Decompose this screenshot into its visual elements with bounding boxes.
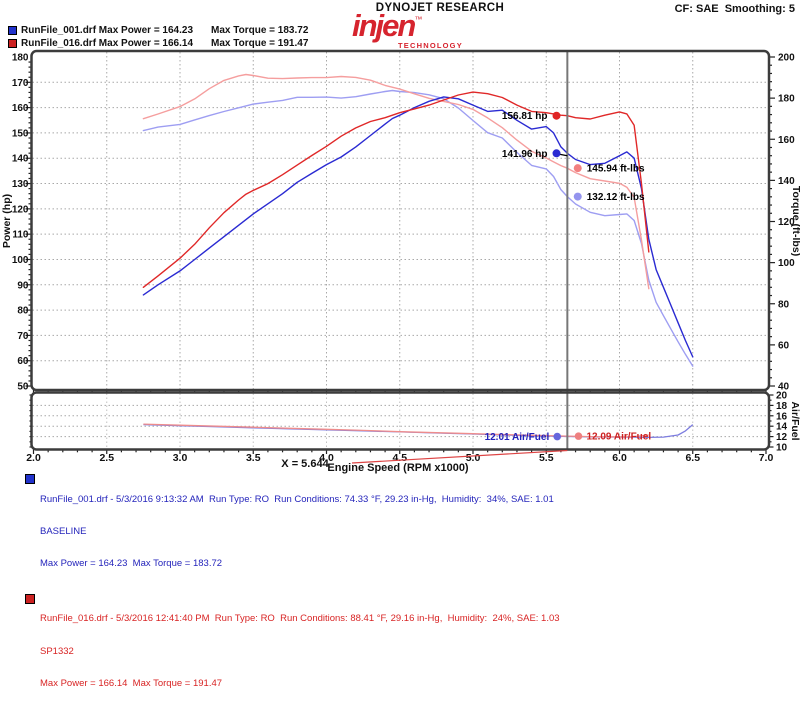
- x-tick-6.5: 6.5: [685, 452, 700, 464]
- svg-text:180: 180: [778, 94, 795, 105]
- marker-141-96-hp: [552, 149, 561, 158]
- svg-text:60: 60: [778, 340, 790, 351]
- main-plot-border: [30, 49, 771, 392]
- svg-text:156.81 hp: 156.81 hp: [502, 111, 548, 122]
- legend-run1-torque: Max Torque = 183.72: [211, 24, 309, 36]
- x-tick-2.5: 2.5: [99, 452, 114, 464]
- svg-text:170: 170: [12, 78, 29, 89]
- svg-text:10: 10: [776, 443, 788, 454]
- x-axis-title: Engine Speed (RPM x1000): [327, 462, 469, 474]
- run1-color-swatch: [8, 25, 17, 35]
- dyno-graph[interactable]: 156.81 hp 141.96 hp 145.94 ft-lbs 132.12 ft…: [0, 0, 800, 534]
- svg-text:120: 120: [778, 217, 795, 228]
- legend-run2-power: RunFile_016.drf Max Power = 166.14: [21, 37, 194, 49]
- airfuel-plot-border: [30, 391, 771, 451]
- airfuel-axis-title: Air/Fuel: [789, 401, 800, 440]
- svg-text:140: 140: [778, 176, 795, 187]
- svg-text:180: 180: [12, 53, 29, 64]
- svg-text:16: 16: [776, 411, 788, 422]
- trademark-mark: ™: [414, 15, 423, 24]
- gridlines: [32, 52, 768, 449]
- marker-145-94-ft-lbs: [573, 164, 582, 173]
- svg-text:18: 18: [776, 401, 788, 412]
- svg-text:100: 100: [778, 258, 795, 269]
- svg-text:60: 60: [17, 356, 29, 367]
- injen-logo: injen™ TECHNOLOGY: [352, 8, 532, 51]
- curve-run2-power: [142, 91, 650, 288]
- svg-text:150: 150: [12, 128, 29, 139]
- power-axis-title: Power (hp): [1, 194, 13, 248]
- svg-text:40: 40: [778, 382, 790, 393]
- legend-run2-torque: Max Torque = 191.47: [211, 37, 309, 49]
- svg-text:100: 100: [12, 255, 29, 266]
- marker-airfuel-12.01: [553, 432, 562, 441]
- x-tick-3.5: 3.5: [246, 452, 261, 464]
- run2-info: RunFile_016.drf - 5/3/2016 12:41:40 PM R…: [25, 593, 560, 712]
- svg-text:80: 80: [778, 299, 790, 310]
- curve-run1-power: [142, 96, 694, 358]
- svg-text:12: 12: [776, 432, 788, 443]
- svg-text:141.96 hp: 141.96 hp: [502, 149, 548, 160]
- svg-text:120: 120: [12, 204, 29, 215]
- dynojet-research-title: DYNOJET RESEARCH: [375, 2, 505, 14]
- svg-text:200: 200: [778, 53, 795, 64]
- run2-info-line2: SP1332: [40, 645, 74, 657]
- svg-text:160: 160: [12, 103, 29, 114]
- run1-info-line3: Max Power = 164.23 Max Torque = 183.72: [40, 558, 223, 570]
- correction-smoothing-setting: CF: SAE Smoothing: 5: [674, 3, 795, 15]
- torque-axis-title: Torque (ft-lbs): [790, 186, 800, 256]
- svg-text:132.12 ft-lbs: 132.12 ft-lbs: [587, 192, 645, 203]
- marker-132-12-ft-lbs: [573, 192, 582, 201]
- legend-run1-power: RunFile_001.drf Max Power = 164.23: [21, 24, 194, 36]
- injen-logo-technology: TECHNOLOGY: [398, 41, 463, 50]
- svg-text:14: 14: [776, 422, 788, 433]
- cursor-x-readout: X = 5.644: [281, 458, 329, 470]
- x-tick-7.0: 7.0: [759, 452, 774, 464]
- legend-run1: RunFile_001.drf Max Power = 164.23 Max T…: [8, 24, 308, 36]
- x-tick-5.5: 5.5: [539, 452, 554, 464]
- x-tick-5.0: 5.0: [466, 452, 481, 464]
- svg-text:145.94 ft-lbs: 145.94 ft-lbs: [587, 164, 645, 175]
- svg-text:140: 140: [12, 154, 29, 165]
- curve-run2-torque: [142, 73, 650, 290]
- svg-text:80: 80: [17, 306, 29, 317]
- run2-info-line1: RunFile_016.drf - 5/3/2016 12:41:40 PM R…: [40, 613, 560, 625]
- x-tick-6.0: 6.0: [612, 452, 627, 464]
- dyno-curves: [142, 73, 694, 439]
- x-tick-2.0: 2.0: [26, 452, 41, 464]
- run2-info-line3: Max Power = 166.14 Max Torque = 191.47: [40, 678, 223, 690]
- svg-text:20: 20: [776, 391, 788, 402]
- marker-airfuel-12.09: [574, 432, 583, 440]
- svg-text:12.01 Air/Fuel: 12.01 Air/Fuel: [485, 432, 550, 443]
- run1-info-line2: BASELINE: [40, 525, 87, 537]
- run1-info-swatch: [25, 474, 35, 484]
- x-tick-3.0: 3.0: [173, 452, 188, 464]
- svg-text:50: 50: [17, 382, 29, 393]
- x-tick-4.0: 4.0: [319, 452, 334, 464]
- curve-run1-torque: [142, 89, 694, 367]
- svg-text:12.09 Air/Fuel: 12.09 Air/Fuel: [586, 432, 651, 443]
- marker-156-81-hp: [552, 111, 561, 120]
- svg-text:70: 70: [17, 331, 29, 342]
- injen-logo-word: injen: [352, 8, 416, 43]
- svg-text:110: 110: [12, 230, 29, 241]
- run2-color-swatch: [8, 38, 17, 48]
- run1-info-line1: RunFile_001.drf - 5/3/2016 9:13:32 AM Ru…: [40, 493, 554, 505]
- legend-run2: RunFile_016.drf Max Power = 166.14 Max T…: [8, 37, 308, 49]
- run-info-footer: RunFile_001.drf - 5/3/2016 9:13:32 AM Ru…: [25, 473, 560, 713]
- svg-text:130: 130: [12, 179, 29, 190]
- cursor-pointer-line: [351, 449, 568, 464]
- dyno-app-window: 156.81 hp 141.96 hp 145.94 ft-lbs 132.12 ft…: [0, 0, 800, 689]
- axis-labels: 50 60 70 80 90 100 110 120 130 140 150 160 170 180 40 6…: [1, 53, 800, 475]
- curve-run2-airfuel: [143, 423, 649, 438]
- run-legend: RunFile_001.drf Max Power = 164.23 Max T…: [8, 24, 308, 50]
- run2-info-swatch: [25, 593, 35, 604]
- run1-info: RunFile_001.drf - 5/3/2016 9:13:32 AM Ru…: [25, 473, 560, 592]
- cursor-value-annotations: 156.81 hp 141.96 hp 145.94 ft-lbs 132.12 ft…: [485, 111, 652, 443]
- svg-text:160: 160: [778, 135, 795, 146]
- svg-text:90: 90: [17, 280, 29, 291]
